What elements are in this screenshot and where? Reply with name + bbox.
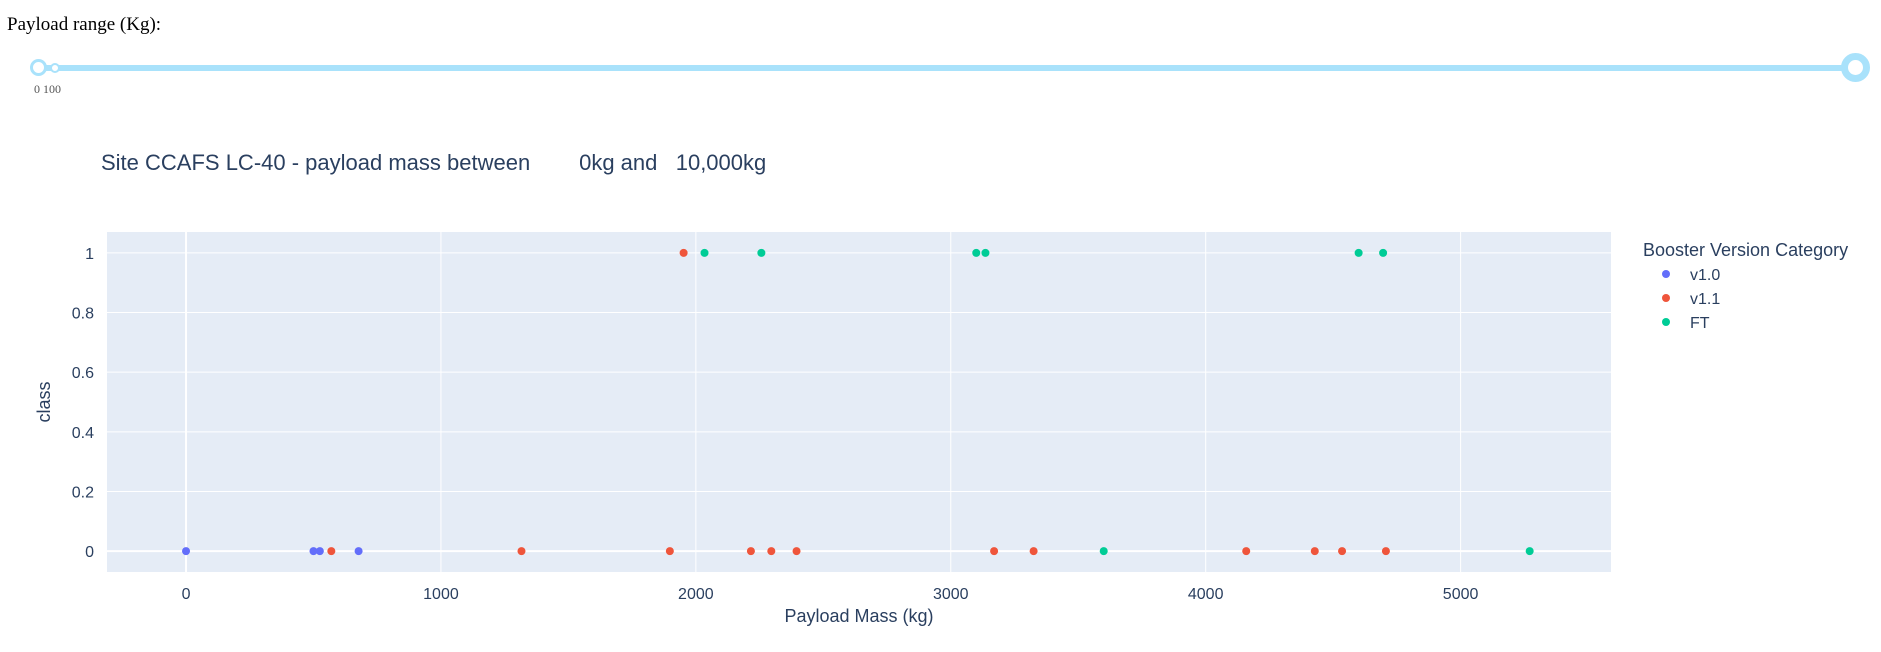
data-point-v1-1 (679, 248, 688, 257)
data-point-v1-1 (767, 547, 776, 556)
data-point-v1-1 (1310, 547, 1319, 556)
data-point-ft (1099, 547, 1108, 556)
payload-range-slider[interactable]: 0 100 (30, 53, 1870, 96)
y-tick-label: 1 (85, 246, 94, 263)
data-point-ft (1379, 248, 1388, 257)
plot-background (107, 232, 1611, 572)
data-point-v1-0 (354, 547, 363, 556)
legend-marker-v1-1 (1662, 294, 1670, 302)
data-point-ft (700, 248, 709, 257)
slider-mark-100[interactable] (50, 63, 60, 73)
data-point-v1-1 (1338, 547, 1347, 556)
payload-range-label: Payload range (Kg): (7, 14, 162, 35)
data-point-ft (981, 248, 990, 257)
x-tick-label: 1000 (423, 586, 459, 603)
slider-marks: 0 100 (34, 82, 61, 96)
data-point-ft (1525, 547, 1534, 556)
x-tick-label: 5000 (1443, 586, 1479, 603)
x-tick-label: 4000 (1188, 586, 1224, 603)
x-axis-ticks: 0 1000 2000 3000 4000 5000 (182, 586, 1479, 603)
data-point-ft (757, 248, 766, 257)
x-axis-label: Payload Mass (kg) (784, 606, 933, 626)
slider-min-handle[interactable] (30, 59, 47, 76)
data-point-v1-1 (1242, 547, 1251, 556)
data-point-ft (972, 248, 981, 257)
legend-label: v1.0 (1690, 267, 1720, 284)
data-point-v1-0 (182, 547, 191, 556)
y-tick-label: 0.8 (72, 306, 94, 323)
data-point-v1-1 (665, 547, 674, 556)
data-point-v1-1 (990, 547, 999, 556)
y-tick-label: 0 (85, 544, 94, 561)
x-tick-label: 3000 (933, 586, 969, 603)
grid-lines (107, 232, 1611, 572)
y-tick-label: 0.6 (72, 365, 94, 382)
x-tick-label: 2000 (678, 586, 714, 603)
legend-marker-ft (1662, 318, 1670, 326)
legend-marker-v1-0 (1662, 270, 1670, 278)
chart-title: Site CCAFS LC-40 - payload mass between … (101, 150, 766, 175)
slider-max-handle[interactable] (1841, 53, 1870, 82)
data-point-v1-1 (792, 547, 801, 556)
y-tick-label: 0.4 (72, 425, 94, 442)
payload-scatter-chart: Site CCAFS LC-40 - payload mass between … (34, 150, 1848, 626)
x-tick-label: 0 (182, 586, 191, 603)
data-point-v1-1 (1381, 547, 1390, 556)
legend: Booster Version Category v1.0 v1.1 FT (1643, 240, 1848, 332)
data-point-v1-1 (1029, 547, 1038, 556)
legend-label: FT (1690, 315, 1710, 332)
data-point-v1-1 (327, 547, 336, 556)
y-axis-ticks: 0 0.2 0.4 0.6 0.8 1 (72, 246, 94, 561)
data-point-ft (1354, 248, 1363, 257)
slider-rail[interactable] (38, 65, 1856, 71)
legend-label: v1.1 (1690, 291, 1720, 308)
data-point-v1-1 (746, 547, 755, 556)
data-point-v1-0 (309, 547, 318, 556)
y-axis-label: class (34, 381, 54, 422)
data-points (182, 248, 1534, 556)
y-tick-label: 0.2 (72, 484, 94, 501)
data-point-v1-1 (517, 547, 526, 556)
data-point-v1-0 (315, 547, 324, 556)
legend-title: Booster Version Category (1643, 240, 1848, 260)
